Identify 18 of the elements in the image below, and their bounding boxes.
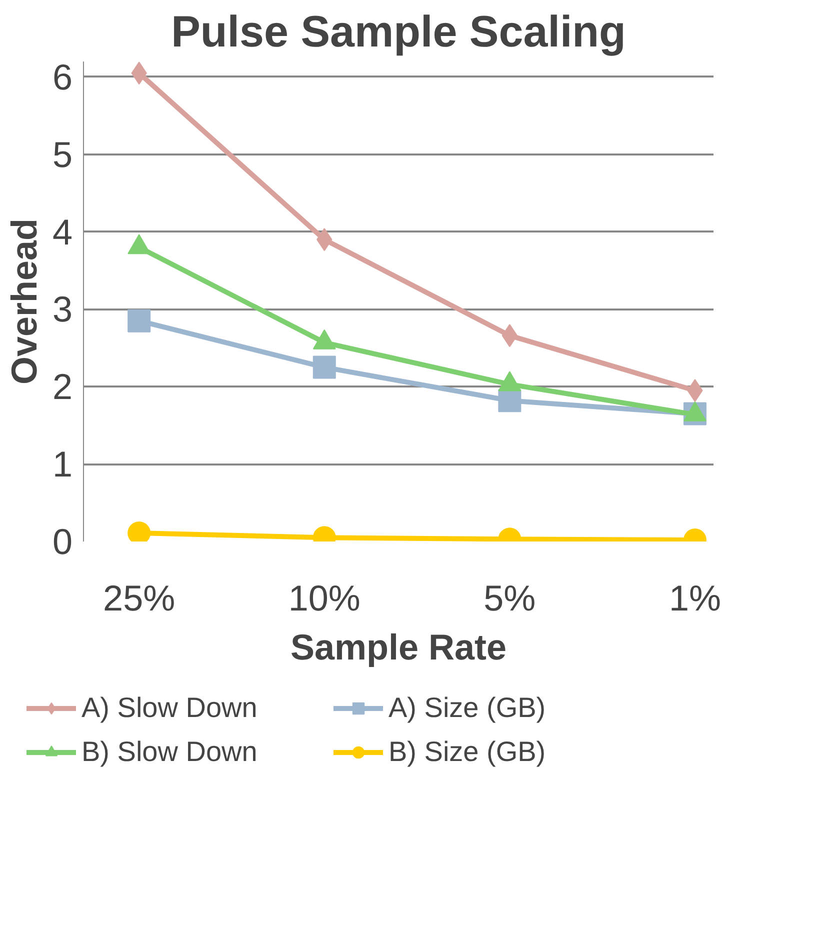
x-tick-label: 10% bbox=[288, 578, 360, 618]
y-tick-label: 0 bbox=[52, 521, 73, 562]
y-axis-title: Overhead bbox=[3, 218, 44, 385]
legend-label: A) Size (GB) bbox=[388, 692, 547, 724]
x-axis-title: Sample Rate bbox=[290, 626, 507, 668]
y-tick-label: 4 bbox=[52, 211, 73, 252]
y-tick-label: 1 bbox=[52, 444, 73, 485]
x-tick-label: 25% bbox=[103, 578, 176, 618]
y-tick-label: 5 bbox=[52, 134, 73, 175]
y-tick-label: 2 bbox=[52, 366, 73, 408]
y-tick-label: 3 bbox=[52, 288, 73, 330]
y-tick-label: 6 bbox=[52, 56, 73, 98]
x-tick-label: 5% bbox=[484, 578, 536, 618]
x-tick-label: 1% bbox=[668, 578, 721, 618]
chart-title: Pulse Sample Scaling bbox=[171, 8, 626, 56]
legend-label: B) Slow Down bbox=[81, 736, 258, 768]
legend-label: B) Size (GB) bbox=[388, 736, 547, 768]
legend-label: A) Slow Down bbox=[81, 692, 258, 724]
